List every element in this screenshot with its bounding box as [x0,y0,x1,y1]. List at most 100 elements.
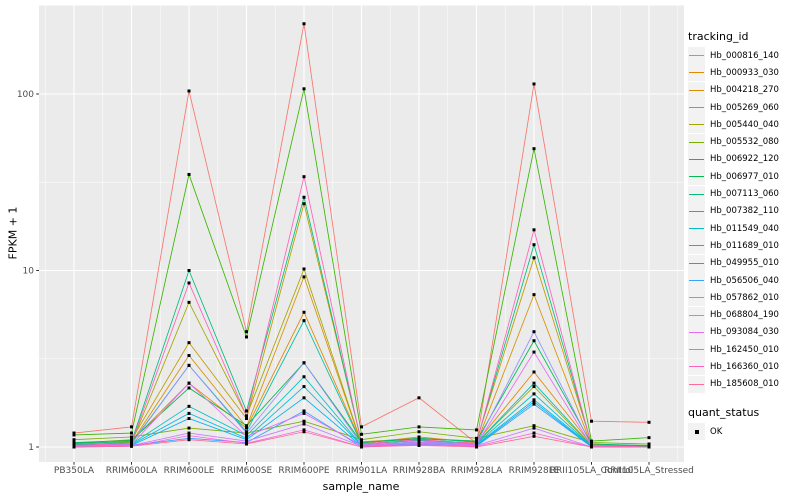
series-line-icon [689,228,704,230]
legend-item-Hb_005440_040: Hb_005440_040 [688,116,800,134]
series-line-icon [689,210,704,212]
svg-text:RRIM928LA: RRIM928LA [451,466,503,476]
legend-item-Hb_007113_060: Hb_007113_060 [688,185,800,203]
svg-text:RRII105LA_Control: RRII105LA_Control [550,466,633,476]
series-line-icon [689,193,704,195]
series-line-icon [689,262,704,264]
series-line-icon [689,366,704,368]
legend-items: Hb_000816_140 Hb_000933_030 Hb_004218_270 H… [688,47,800,393]
legend-item-Hb_068804_190: Hb_068804_190 [688,306,800,324]
legend-key [688,81,705,99]
svg-text:RRIM901LA: RRIM901LA [336,466,388,476]
legend-label: Hb_011689_010 [710,240,779,251]
legend-item-Hb_011689_010: Hb_011689_010 [688,237,800,255]
legend-label: Hb_005269_060 [710,102,779,113]
svg-text:RRIM600SE: RRIM600SE [221,466,273,476]
legend-label: Hb_166360_010 [710,361,779,372]
series-line-icon [689,245,704,247]
axis-ticks [36,93,650,465]
svg-text:10: 10 [23,267,35,277]
legend-key [688,220,705,238]
legend-label: Hb_004218_270 [710,85,779,96]
series-line-icon [689,72,704,74]
series-line-icon [689,280,704,281]
legend-item-Hb_093084_030: Hb_093084_030 [688,323,800,341]
legend-key [688,116,705,134]
legend-label: Hb_093084_030 [710,327,779,338]
legend-item-Hb_000933_030: Hb_000933_030 [688,64,800,82]
series-line-icon [689,349,704,351]
legend-label: Hb_049955_010 [710,258,779,269]
legend-label: Hb_068804_190 [710,310,779,321]
point-square-icon [694,429,699,434]
legend-label: Hb_005532_080 [710,137,779,148]
legend-item-Hb_007382_110: Hb_007382_110 [688,202,800,220]
legend-label: Hb_011549_040 [710,223,779,234]
series-line-icon [689,141,704,143]
legend-item-Hb_185608_010: Hb_185608_010 [688,375,800,393]
legend-item-Hb_006922_120: Hb_006922_120 [688,150,800,168]
svg-text:RRIM600PE: RRIM600PE [278,466,330,476]
series-line-icon [689,383,704,385]
legend-item-quant-ok: OK [688,423,800,441]
x-tick-labels: PB350LA RRIM600LA RRIM600LE RRIM600SE RRIM60… [54,466,694,476]
series-line-icon [689,107,704,109]
y-axis-title: FPKM + 1 [6,206,20,260]
svg-text:RRII105LA_Stressed: RRII105LA_Stressed [604,466,694,476]
major-gridlines [39,5,684,462]
legend-item-Hb_006977_010: Hb_006977_010 [688,168,800,186]
series-line-icon [689,331,704,333]
legend-key [688,185,705,203]
svg-text:RRIM928BA: RRIM928BA [393,466,446,476]
legend-key [688,150,705,168]
legend-key [688,168,705,186]
legend-label: Hb_007113_060 [710,189,779,200]
series-line-icon [689,55,704,57]
legend-label: Hb_057862_010 [710,292,779,303]
legend-item-Hb_005269_060: Hb_005269_060 [688,99,800,117]
legend-key [688,133,705,151]
legend-item-Hb_049955_010: Hb_049955_010 [688,254,800,272]
legend-label: Hb_007382_110 [710,206,779,217]
legend-key [688,423,705,441]
legend-item-Hb_162450_010: Hb_162450_010 [688,341,800,359]
data-points [72,22,651,449]
legend-item-Hb_000816_140: Hb_000816_140 [688,47,800,65]
legend-item-Hb_004218_270: Hb_004218_270 [688,81,800,99]
series-line-icon [689,124,704,126]
series-line-icon [689,89,704,91]
legend-label: Hb_000933_030 [710,67,779,78]
legend-label: Hb_005440_040 [710,119,779,130]
legend-key [688,272,705,289]
legend-label: Hb_162450_010 [710,344,779,355]
svg-text:100: 100 [17,90,34,100]
x-axis-title: sample_name [322,480,400,493]
legend-label: Hb_056506_040 [710,275,779,286]
svg-text:PB350LA: PB350LA [54,466,95,476]
legend-key [688,47,705,65]
svg-text:1: 1 [28,443,34,453]
legend-key [688,289,705,307]
legend-label: OK [710,426,723,437]
legend-item-Hb_057862_010: Hb_057862_010 [688,289,800,307]
legend-item-Hb_011549_040: Hb_011549_040 [688,220,800,238]
legend-key [688,341,705,359]
legend-title-quant-status: quant_status [688,405,760,419]
legend-label: Hb_000816_140 [710,50,779,61]
legend-label: Hb_185608_010 [710,379,779,390]
svg-text:RRIM600LE: RRIM600LE [164,466,215,476]
legend-key [688,375,705,393]
legend: tracking_id Hb_000816_140 Hb_000933_030 Hb… [688,30,800,441]
legend-key [688,99,705,117]
legend-item-Hb_005532_080: Hb_005532_080 [688,133,800,151]
legend-item-Hb_166360_010: Hb_166360_010 [688,358,800,376]
legend-key [688,202,705,220]
legend-key [688,306,705,324]
legend-title-tracking-id: tracking_id [688,30,749,43]
legend-label: Hb_006977_010 [710,171,779,182]
legend-key [688,323,705,341]
y-tick-labels: 1 10 100 [17,90,34,453]
legend-key [688,64,705,82]
